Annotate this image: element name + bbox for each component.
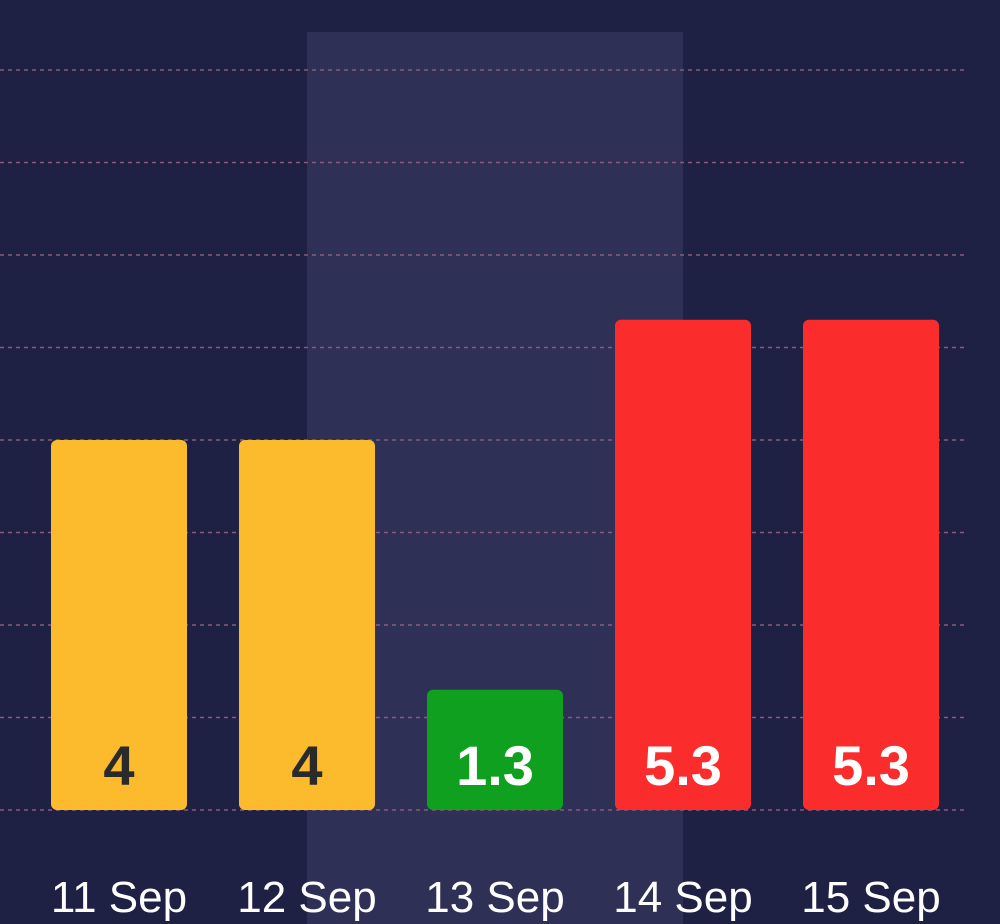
bar [615, 319, 751, 810]
x-tick-label: 12 Sep [237, 873, 376, 922]
bar [239, 440, 375, 810]
x-tick-label: 13 Sep [425, 873, 564, 922]
data-label: 4 [291, 734, 322, 797]
bar [803, 319, 939, 810]
data-label: 5.3 [832, 734, 910, 797]
bar [51, 440, 187, 810]
data-label: 1.3 [456, 734, 534, 797]
data-label: 4 [103, 734, 134, 797]
x-tick-label: 14 Sep [613, 873, 752, 922]
bar [427, 689, 563, 810]
x-tick-label: 11 Sep [51, 873, 187, 922]
data-label: 5.3 [644, 734, 722, 797]
x-tick-label: 15 Sep [801, 873, 940, 922]
